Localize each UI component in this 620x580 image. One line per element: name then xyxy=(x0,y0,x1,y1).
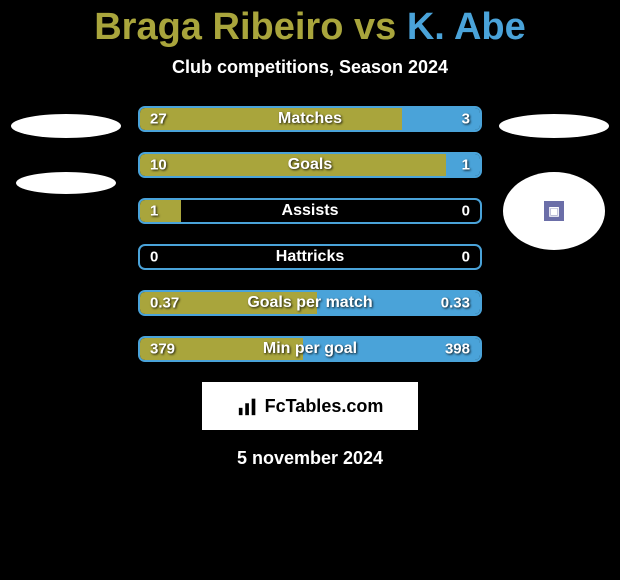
left-avatar-col xyxy=(6,106,126,194)
bar-value-left: 0 xyxy=(150,249,158,266)
bar-value-left: 1 xyxy=(150,203,158,220)
flag-icon: ▣ xyxy=(544,201,564,221)
stat-bar: Matches 27 3 xyxy=(138,106,482,132)
right-avatar-col: ▣ xyxy=(494,106,614,250)
bar-fill-left xyxy=(140,108,402,130)
stat-bar: Min per goal 379 398 xyxy=(138,336,482,362)
right-flag-panel: ▣ xyxy=(503,172,605,250)
stat-bar: Goals 10 1 xyxy=(138,152,482,178)
footer-date: 5 november 2024 xyxy=(0,448,620,469)
bar-fill-left xyxy=(140,200,181,222)
stat-bar: Assists 1 0 xyxy=(138,198,482,224)
bar-value-right: 1 xyxy=(462,157,470,174)
stat-bar: Hattricks 0 0 xyxy=(138,244,482,270)
right-avatar-ellipse-1 xyxy=(499,114,609,138)
left-avatar-ellipse-2 xyxy=(16,172,116,194)
bar-value-left: 27 xyxy=(150,111,167,128)
bar-label-center: Matches xyxy=(278,110,342,128)
bar-label-center: Min per goal xyxy=(263,340,357,358)
subtitle: Club competitions, Season 2024 xyxy=(0,57,620,78)
bar-value-right: 398 xyxy=(445,341,470,358)
title-player1: Braga Ribeiro xyxy=(94,6,343,48)
page-title: Braga Ribeiro vs K. Abe xyxy=(0,0,620,49)
stat-bars: Matches273Goals101Assists10Hattricks00Go… xyxy=(138,106,482,362)
title-vs: vs xyxy=(354,6,396,48)
brand-icon xyxy=(237,395,259,417)
bar-label-center: Hattricks xyxy=(276,248,344,266)
bar-label-center: Goals xyxy=(288,156,332,174)
title-player2: K. Abe xyxy=(407,6,526,48)
brand-badge: FcTables.com xyxy=(202,382,418,430)
bar-value-left: 0.37 xyxy=(150,295,179,312)
stat-bar: Goals per match 0.37 0.33 xyxy=(138,290,482,316)
brand-text: FcTables.com xyxy=(265,396,384,417)
bar-value-left: 10 xyxy=(150,157,167,174)
bar-value-right: 3 xyxy=(462,111,470,128)
left-avatar-ellipse-1 xyxy=(11,114,121,138)
bar-value-right: 0 xyxy=(462,203,470,220)
bar-label-center: Assists xyxy=(282,202,339,220)
bar-label-center: Goals per match xyxy=(247,294,372,312)
bar-value-right: 0 xyxy=(462,249,470,266)
comparison-row: Matches273Goals101Assists10Hattricks00Go… xyxy=(0,106,620,362)
bar-value-left: 379 xyxy=(150,341,175,358)
bar-value-right: 0.33 xyxy=(441,295,470,312)
